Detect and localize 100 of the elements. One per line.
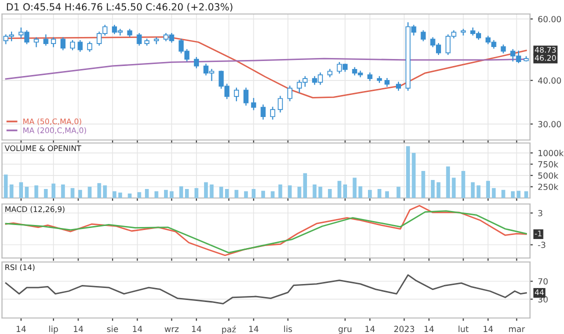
bar [461,170,466,198]
bar [70,188,74,198]
bar [352,178,357,198]
x-tick-label: lip [49,326,58,334]
bar [328,188,332,198]
bar [446,166,450,198]
bar [261,190,266,198]
bar [270,191,275,198]
x-tick-label: 14 [74,326,84,332]
bar [103,185,107,198]
bar [234,190,238,198]
bar [385,191,389,198]
bar [204,182,208,198]
bar [278,184,282,198]
bar [137,192,142,198]
line-series [5,274,527,304]
bar [244,191,248,198]
line-series [5,204,527,256]
x-tick-label: 14 [424,326,434,332]
bar [406,146,410,198]
candlestick [278,96,283,112]
x-tick-label: lut [458,326,469,332]
bar [78,190,82,198]
candlestick [460,28,466,36]
bar [252,188,256,198]
y-tick-label: 250k [538,184,558,190]
bar [430,180,435,198]
bar [194,188,198,198]
candlestick [60,37,66,50]
bar [436,182,440,198]
x-tick-label: 14 [16,326,26,332]
bar [61,184,65,198]
y-tick-label: 1000k [538,150,564,156]
candlestick [260,104,266,120]
x-tick-label: paź [222,326,236,334]
x-tick-label: wrz [164,327,179,332]
x-tick-label: 14 [366,326,375,332]
y-tick-label: 750k [538,161,558,168]
candlestick [87,42,92,52]
bar [358,186,362,198]
candlestick [243,88,248,106]
bar [421,170,426,198]
bar [318,186,322,198]
bar [476,185,480,198]
bar [524,191,528,198]
bar [470,182,475,198]
bar [88,186,92,198]
bar [368,190,372,198]
bar [97,183,102,198]
bar [452,178,456,198]
bar [412,152,416,198]
y-tick-label: 500k [538,172,558,179]
bar [486,180,490,198]
candlestick [194,57,199,68]
bar [144,188,149,198]
bar [24,186,29,198]
chart-title: D1 O:45.54 H:46.76 L:45.50 C:46.20 (+2.03%) [6,3,232,12]
bar [118,192,122,198]
x-tick-label: sie [107,326,118,332]
bar [52,184,56,198]
candlestick [287,86,292,102]
bar [312,184,317,198]
y-tick-label: 70 [538,278,548,285]
y-tick-label: 3 [538,210,542,216]
x-tick-label: lis [284,326,292,332]
bar [396,186,400,198]
bar [184,188,189,198]
bar [225,188,229,198]
y-tick-label: 30.00 [538,121,561,128]
candlestick [43,34,48,46]
bar [112,191,116,198]
bar [128,193,132,198]
bar [210,184,214,198]
candlestick [78,40,83,52]
bar [19,182,23,198]
x-tick-label: gru [338,327,352,334]
bar [4,174,8,198]
candlestick [234,88,239,102]
bar [219,186,224,198]
candlestick [420,30,426,42]
bar [10,184,14,198]
x-tick-label: 2023 [394,326,414,332]
y-tick-label: 60.00 [538,16,561,22]
bar [288,185,292,198]
x-tick-label: 14 [132,326,142,332]
bar [501,190,506,198]
x-tick-label: mar [509,327,525,332]
x-tick-label: 14 [192,326,202,332]
bar [378,188,382,198]
bar [154,191,158,198]
candlestick [136,32,142,46]
x-tick-label: 14 [249,326,258,332]
bar [44,188,48,198]
bar [492,188,496,198]
candlestick [70,40,76,50]
candlestick [270,106,276,120]
y-tick-label: 40.00 [538,77,561,84]
y-tick-label: -3 [538,242,546,248]
bar [179,186,184,198]
candlestick [251,98,256,110]
